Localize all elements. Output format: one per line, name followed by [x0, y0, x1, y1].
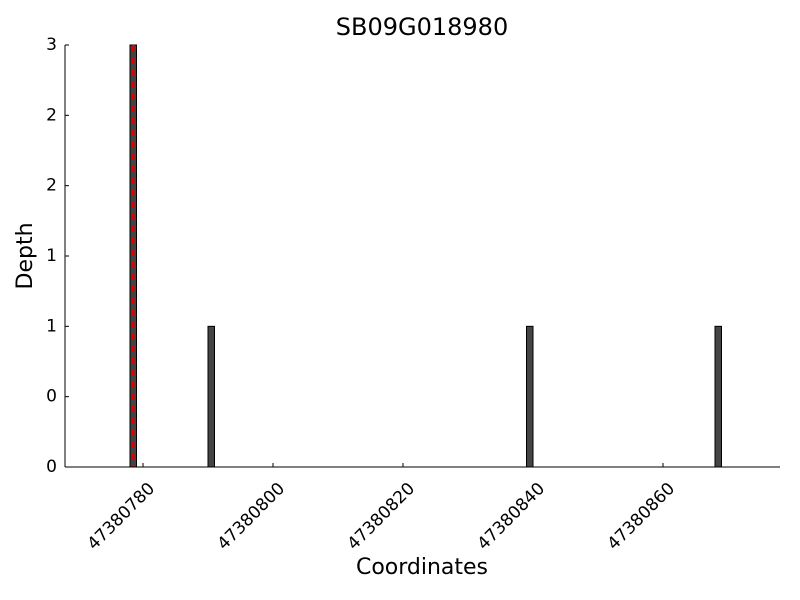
y-tick-label: 1 [46, 246, 57, 266]
x-tick-label: 47380840 [474, 479, 549, 554]
x-tick-label: 47380860 [604, 479, 679, 554]
x-axis-title: Coordinates [356, 555, 488, 580]
bar [207, 325, 215, 468]
x-tick-label: 47380800 [214, 479, 289, 554]
x-tick-label: 47380820 [344, 479, 419, 554]
y-tick-label: 1 [46, 316, 57, 336]
y-tick-label: 3 [46, 35, 57, 55]
y-tick-label: 2 [46, 105, 57, 125]
bar [714, 325, 722, 468]
x-tick-label: 47380780 [84, 479, 159, 554]
y-tick-label: 0 [46, 457, 57, 477]
y-axis-title: Depth [13, 222, 38, 289]
bar [526, 325, 534, 468]
chart-title: SB09G018980 [336, 13, 508, 41]
y-tick-label: 2 [46, 176, 57, 196]
y-tick-label: 0 [46, 387, 57, 407]
